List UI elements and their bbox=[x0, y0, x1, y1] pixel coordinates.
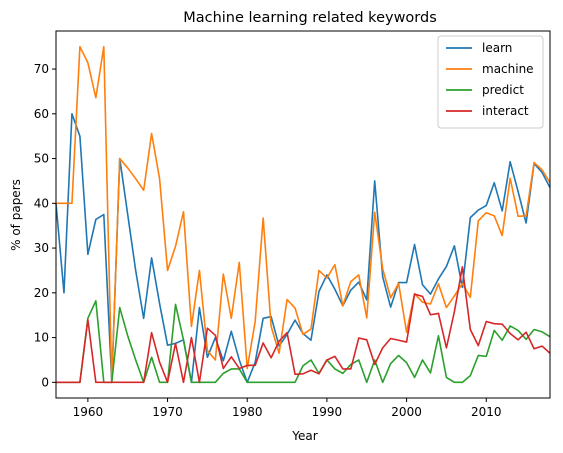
y-axis-title: % of papers bbox=[9, 179, 23, 251]
x-tick-label: 2000 bbox=[391, 405, 422, 419]
chart-title: Machine learning related keywords bbox=[183, 10, 437, 26]
x-tick-label: 1960 bbox=[73, 405, 104, 419]
y-tick-label: 40 bbox=[34, 196, 49, 210]
x-tick-label: 1970 bbox=[152, 405, 183, 419]
y-axis: 0 10 20 30 40 50 60 70 bbox=[34, 62, 56, 389]
y-tick-label: 70 bbox=[34, 62, 49, 76]
legend-label-learn: learn bbox=[482, 41, 512, 55]
x-tick-label: 1990 bbox=[312, 405, 343, 419]
y-tick-label: 60 bbox=[34, 107, 49, 121]
y-tick-label: 30 bbox=[34, 241, 49, 255]
x-tick-label: 1980 bbox=[232, 405, 263, 419]
x-axis: 1960 1970 1980 1990 2000 2010 bbox=[73, 398, 502, 419]
legend: learn machine predict interact bbox=[437, 35, 544, 129]
legend-box bbox=[437, 35, 544, 129]
legend-label-machine: machine bbox=[482, 62, 534, 76]
series-line-interact bbox=[56, 266, 551, 384]
x-tick-label: 2010 bbox=[471, 405, 502, 419]
y-tick-label: 0 bbox=[41, 375, 49, 389]
series-layer bbox=[55, 45, 551, 384]
legend-label-predict: predict bbox=[482, 83, 524, 97]
series-line-machine bbox=[56, 45, 551, 384]
legend-label-interact: interact bbox=[482, 104, 529, 118]
y-tick-label: 50 bbox=[34, 152, 49, 166]
y-tick-label: 10 bbox=[34, 331, 49, 345]
plot-frame bbox=[55, 30, 551, 399]
y-tick-label: 20 bbox=[34, 286, 49, 300]
x-axis-title: Year bbox=[291, 429, 317, 443]
series-line-predict bbox=[56, 300, 551, 384]
